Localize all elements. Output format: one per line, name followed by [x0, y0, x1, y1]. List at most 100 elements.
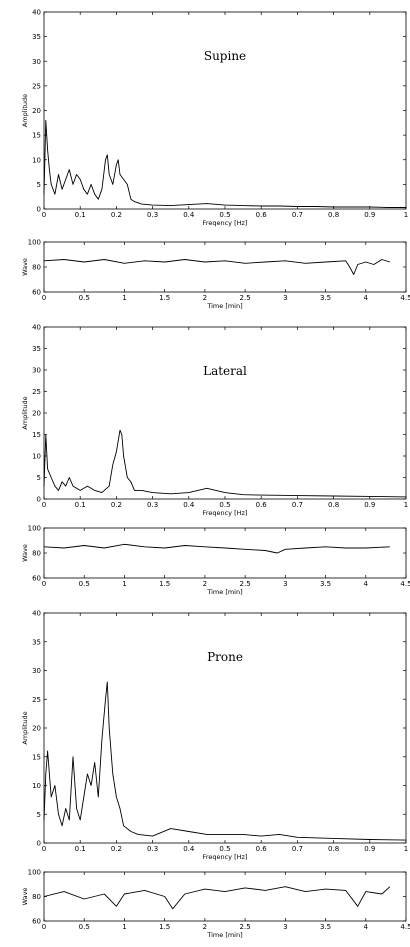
x-tick-label: 0.3 [147, 211, 158, 219]
y-tick-label: 80 [32, 893, 41, 901]
x-tick-label: 0 [42, 211, 46, 219]
x-axis-label: Freqency [Hz] [203, 853, 248, 861]
y-tick-label: 100 [28, 239, 41, 247]
x-tick-label: 1 [122, 580, 126, 588]
x-axis-label: Time [min] [206, 931, 242, 939]
x-tick-label: 0 [42, 580, 46, 588]
y-tick-label: 10 [32, 156, 41, 164]
x-tick-label: 0 [42, 501, 46, 509]
y-tick-label: 60 [32, 289, 41, 297]
x-axis-label: Time [min] [206, 302, 242, 310]
y-tick-label: 30 [32, 58, 41, 66]
y-tick-label: 100 [28, 869, 41, 877]
lateral-spectrum-panel: 0 0.1 0.2 0.3 0.4 0.5 0.6 0.7 0.8 0.9 105101520253… [21, 324, 408, 518]
y-tick-label: 35 [32, 345, 41, 353]
x-tick-label: 0.3 [147, 501, 158, 509]
y-tick-label: 40 [32, 610, 41, 618]
y-tick-label: 25 [32, 388, 41, 396]
x-tick-label: 0.9 [364, 501, 375, 509]
x-tick-label: 0.1 [75, 211, 86, 219]
y-tick-label: 0 [37, 840, 41, 848]
x-tick-label: 0.7 [292, 501, 303, 509]
x-tick-label: 2 [203, 580, 207, 588]
y-tick-label: 80 [32, 550, 41, 558]
y-tick-label: 40 [32, 324, 41, 332]
x-tick-label: 3 [283, 294, 287, 302]
y-tick-label: 30 [32, 367, 41, 375]
x-tick-label: 1.5 [159, 923, 170, 931]
axes-frame [43, 326, 407, 500]
x-axis-label: Time [min] [206, 588, 242, 596]
x-tick-label: 2 [203, 923, 207, 931]
y-tick-label: 60 [32, 918, 41, 926]
x-tick-label: 0.1 [75, 501, 86, 509]
x-tick-label: 0 [42, 923, 46, 931]
x-tick-label: 2.5 [240, 294, 251, 302]
axes-frame [43, 612, 407, 844]
panel-title: Supine [204, 49, 246, 63]
y-tick-label: 100 [28, 525, 41, 533]
x-tick-label: 2.5 [240, 580, 251, 588]
y-axis-label: Amplitude [21, 711, 29, 744]
y-tick-label: 25 [32, 696, 41, 704]
x-tick-label: 0.9 [364, 845, 375, 853]
prone-spectrum-panel: 0 0.1 0.2 0.3 0.4 0.5 0.6 0.7 0.8 0.9 105101520253… [21, 610, 408, 862]
y-axis-label: Wave [21, 544, 29, 562]
x-tick-label: 3.5 [320, 923, 331, 931]
x-tick-label: 0.8 [328, 501, 339, 509]
x-tick-label: 1 [404, 501, 408, 509]
y-tick-label: 35 [32, 638, 41, 646]
y-tick-label: 20 [32, 107, 41, 115]
x-tick-label: 0.5 [79, 923, 90, 931]
series-line [43, 119, 406, 208]
x-tick-label: 0.5 [219, 501, 230, 509]
x-tick-label: 1.5 [159, 580, 170, 588]
x-tick-label: 3 [283, 580, 287, 588]
y-axis-label: Amplitude [21, 396, 29, 429]
y-tick-label: 10 [32, 782, 41, 790]
x-tick-label: 0.7 [292, 845, 303, 853]
x-tick-label: 1 [122, 294, 126, 302]
x-tick-label: 4 [364, 580, 369, 588]
x-tick-label: 0.8 [328, 845, 339, 853]
y-tick-label: 0 [37, 206, 41, 214]
y-tick-label: 5 [37, 811, 41, 819]
x-tick-label: 3.5 [320, 294, 331, 302]
x-tick-label: 0.6 [256, 845, 268, 853]
prone-wave-panel: 0 0.5 1 1.5 2 2.5 3 3.5 4 4.5 60 80 100 Time [min] Wav… [21, 869, 410, 940]
series-line [43, 681, 407, 841]
supine-spectrum-panel: 0 0.1 0.2 0.3 0.4 0.5 0.6 0.7 0.8 0.9 105101520253… [21, 9, 408, 228]
x-tick-label: 0.1 [75, 845, 86, 853]
x-tick-label: 0.7 [292, 211, 303, 219]
x-tick-label: 4.5 [400, 580, 410, 588]
y-axis-label: Wave [21, 258, 29, 276]
series-line [43, 886, 391, 910]
series-line [43, 543, 390, 554]
x-tick-label: 0.4 [183, 845, 195, 853]
axes-frame [43, 11, 407, 210]
x-tick-label: 2.5 [240, 923, 251, 931]
x-tick-label: 4 [364, 294, 369, 302]
x-tick-label: 0.6 [256, 501, 268, 509]
y-tick-label: 0 [37, 496, 41, 504]
x-tick-label: 0.3 [147, 845, 158, 853]
y-tick-label: 10 [32, 453, 41, 461]
x-tick-label: 0.8 [328, 211, 339, 219]
lateral-wave-panel: 0 0.5 1 1.5 2 2.5 3 3.5 4 4.5 60 80 100 Time [min] Wav… [21, 525, 410, 597]
y-tick-label: 5 [37, 474, 41, 482]
supine-wave-panel: 0 0.5 1 1.5 2 2.5 3 3.5 4 4.5 60 80 100 Time [min] Wav… [21, 239, 410, 311]
x-tick-label: 0.4 [183, 211, 195, 219]
y-tick-label: 15 [32, 132, 41, 140]
series-line [43, 259, 391, 275]
x-tick-label: 4.5 [400, 294, 410, 302]
x-tick-label: 4 [364, 923, 369, 931]
axes-frame [43, 241, 407, 293]
panel-title: Lateral [203, 364, 247, 378]
y-tick-label: 30 [32, 667, 41, 675]
x-tick-label: 2 [203, 294, 207, 302]
x-tick-label: 0.6 [256, 211, 268, 219]
x-tick-label: 1.5 [159, 294, 170, 302]
x-tick-label: 0.5 [79, 294, 90, 302]
x-tick-label: 0.2 [111, 845, 122, 853]
